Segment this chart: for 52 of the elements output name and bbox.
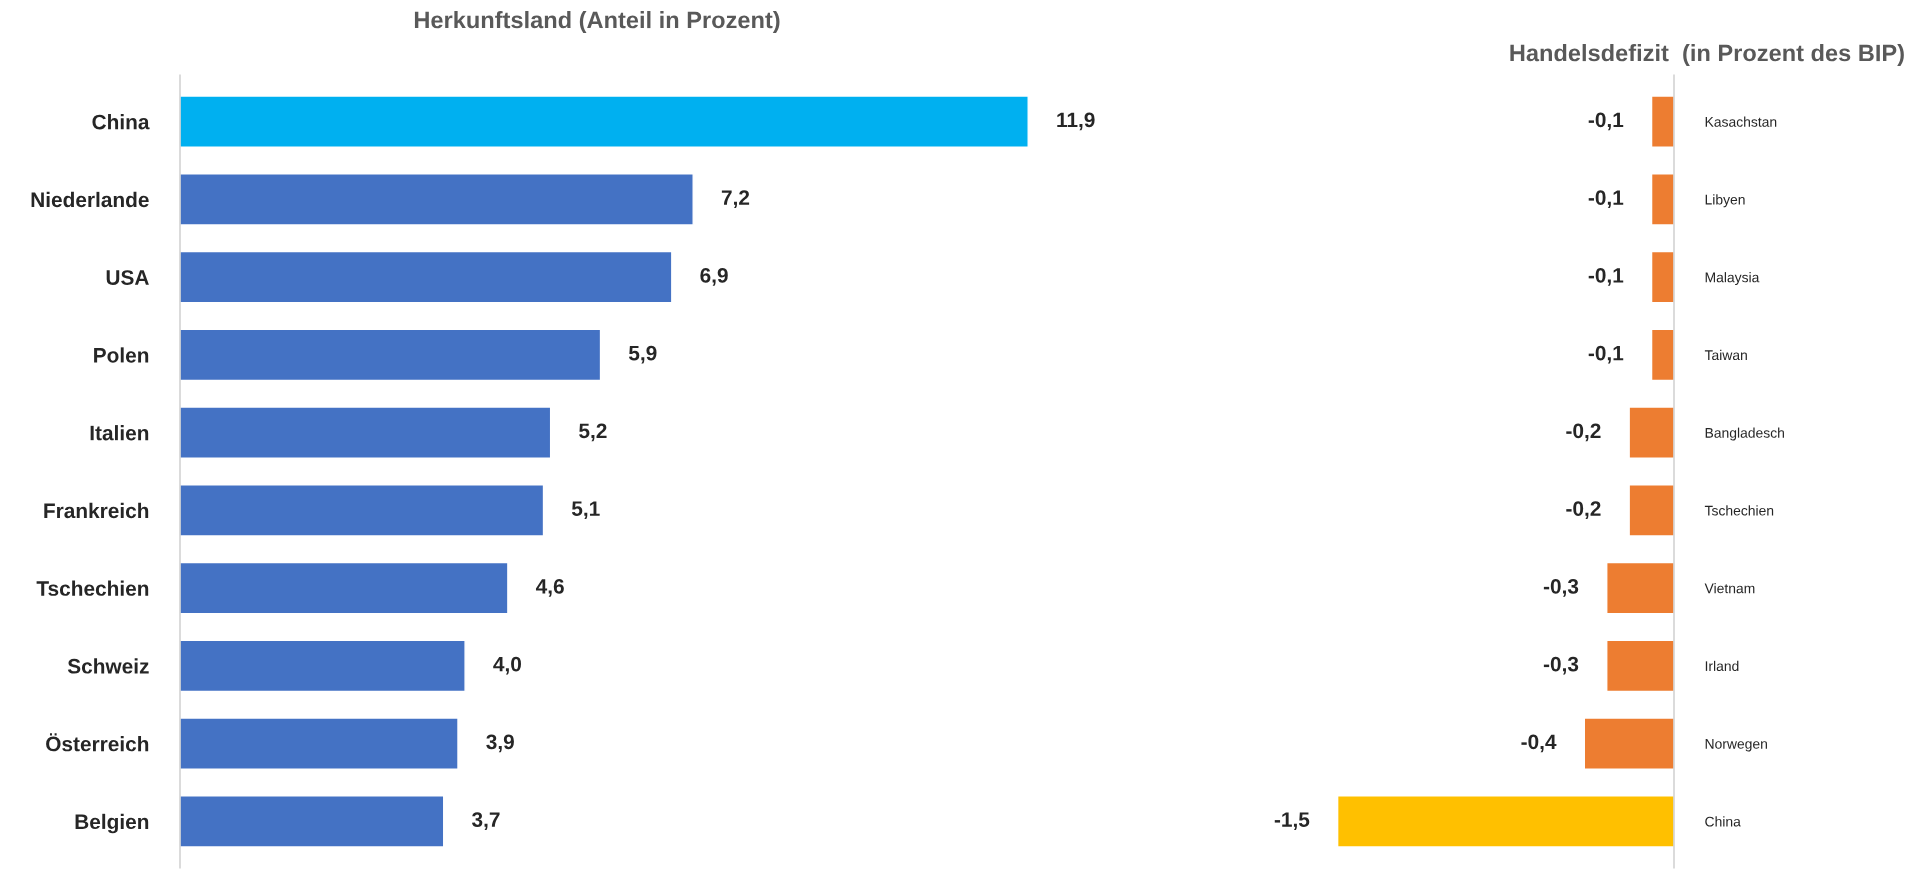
data-label: 11,9 <box>1057 112 1095 131</box>
data-label: -0,1 <box>1588 267 1624 286</box>
bar <box>180 250 673 304</box>
y-tick-label: Libyen <box>1705 194 1745 208</box>
y-tick-label: China <box>1705 816 1741 827</box>
y-tick-label: Bangladesch <box>1705 427 1784 441</box>
bar <box>180 406 552 459</box>
y-tick-label: Niederlande <box>31 191 149 208</box>
y-tick-label: Malaysia <box>1705 272 1760 286</box>
chart-title: Handelsdefizit (in Prozent des BIP) <box>1510 44 1904 66</box>
y-tick-label: Norwegen <box>1705 739 1767 752</box>
data-label: 4,6 <box>535 578 564 597</box>
chart-title: Herkunftsland (Anteil in Prozent) <box>414 11 780 33</box>
y-tick-label: Vietnam <box>1704 583 1755 594</box>
y-tick-label: Österreich <box>46 733 149 752</box>
data-label: -0,3 <box>1543 656 1579 675</box>
y-tick-label: Italien <box>90 425 149 441</box>
data-label: 4,0 <box>493 656 521 675</box>
data-label: 5,9 <box>628 345 657 364</box>
y-tick-label: Tschechien <box>1704 505 1774 516</box>
data-label: -0,1 <box>1588 345 1624 364</box>
data-label: -0,2 <box>1566 501 1601 519</box>
y-tick-label: China <box>92 114 150 130</box>
data-label: -0,4 <box>1521 734 1557 753</box>
y-tick-label: Irland <box>1705 660 1739 672</box>
y-tick-label: Kasachstan <box>1705 116 1777 127</box>
data-label: -1,5 <box>1274 812 1310 830</box>
y-tick-label: Schweiz <box>67 658 149 674</box>
data-label: 5,1 <box>571 501 600 519</box>
bar <box>180 795 445 848</box>
data-label: 6,9 <box>700 267 728 286</box>
y-tick-label: Taiwan <box>1704 349 1747 361</box>
data-label: 3,9 <box>486 734 514 753</box>
bar <box>180 639 466 693</box>
data-label: -0,2 <box>1566 423 1601 442</box>
bar <box>180 328 602 382</box>
data-label: -0,1 <box>1588 112 1624 131</box>
y-tick-label: Frankreich <box>44 502 149 519</box>
bar <box>180 484 545 537</box>
bar <box>180 95 1029 148</box>
data-label: -0,3 <box>1543 578 1579 597</box>
y-tick-label: Belgien <box>75 813 149 834</box>
data-label: 3,7 <box>471 812 500 830</box>
bar <box>180 717 459 770</box>
data-label: 5,2 <box>579 423 607 442</box>
y-tick-label: Tschechien <box>36 580 149 596</box>
bar <box>180 173 694 226</box>
y-tick-label: Polen <box>94 347 149 363</box>
data-label: 7,2 <box>721 190 750 209</box>
data-label: -0,1 <box>1588 190 1624 209</box>
y-tick-label: USA <box>106 270 149 285</box>
bar <box>180 561 509 615</box>
